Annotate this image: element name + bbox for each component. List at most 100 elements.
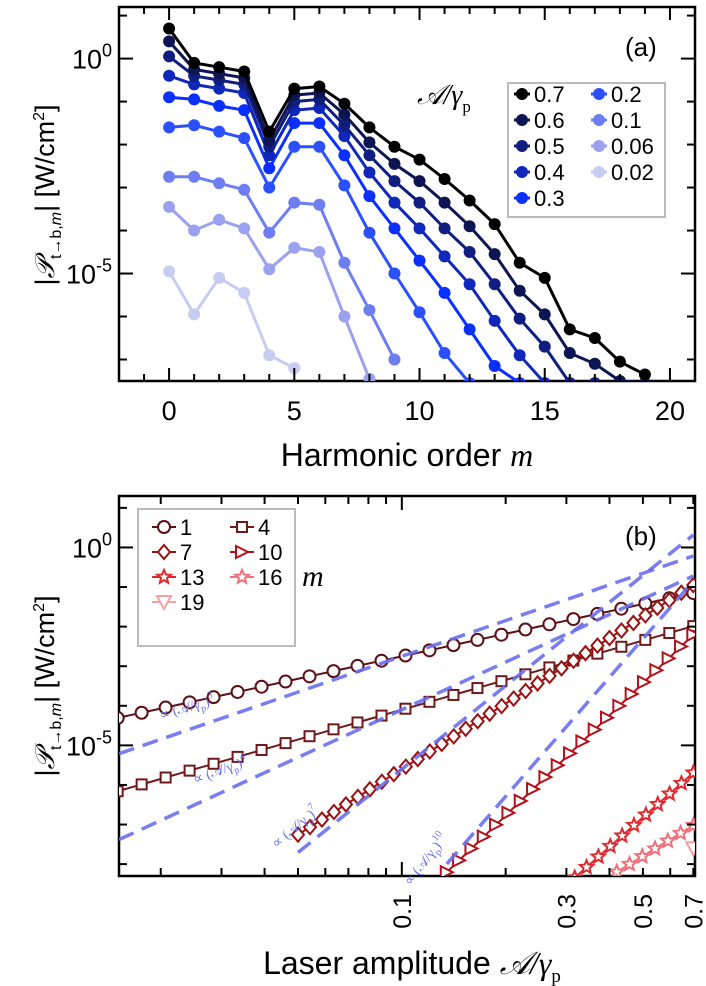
legend-marker bbox=[516, 140, 528, 152]
x-label-a-text: Harmonic order bbox=[281, 437, 510, 473]
data-point bbox=[463, 246, 476, 259]
data-point bbox=[590, 637, 605, 655]
data-point bbox=[488, 278, 501, 291]
legend-item-a: 0.06 bbox=[591, 134, 654, 159]
x-tick-label: 10 bbox=[404, 396, 434, 426]
x-label-b-text: Laser amplitude bbox=[263, 945, 500, 981]
legend-label: 16 bbox=[258, 565, 282, 590]
data-point bbox=[188, 170, 201, 183]
data-point bbox=[413, 306, 426, 319]
data-point bbox=[263, 162, 276, 175]
data-point bbox=[624, 815, 644, 833]
data-point bbox=[182, 695, 197, 710]
legend-item-a: 0.5 bbox=[514, 134, 565, 159]
data-point bbox=[413, 254, 426, 267]
legend-marker bbox=[593, 140, 605, 152]
data-point bbox=[302, 818, 318, 836]
data-point bbox=[613, 355, 626, 368]
data-point bbox=[452, 852, 468, 868]
series-line bbox=[169, 175, 396, 361]
data-point bbox=[438, 222, 451, 235]
data-point bbox=[577, 857, 596, 875]
series-b-10 bbox=[439, 626, 695, 876]
data-point bbox=[637, 674, 653, 690]
series-b-16 bbox=[607, 815, 695, 876]
data-point bbox=[446, 727, 462, 745]
data-point bbox=[188, 93, 201, 106]
data-point bbox=[156, 543, 172, 561]
data-point bbox=[263, 125, 276, 138]
data-point bbox=[607, 862, 626, 876]
y-tick-label: 100 bbox=[72, 41, 112, 75]
data-point bbox=[686, 626, 695, 643]
data-point bbox=[263, 181, 276, 194]
data-point bbox=[513, 284, 526, 297]
series-a-0.02 bbox=[163, 265, 301, 375]
x-tick-label: 15 bbox=[530, 396, 560, 426]
data-point bbox=[288, 140, 301, 153]
series-b-7 bbox=[290, 576, 695, 844]
data-point bbox=[326, 664, 341, 679]
data-point bbox=[495, 675, 508, 688]
x-tick-label: 0.3 bbox=[553, 894, 581, 929]
legend-label: 0.06 bbox=[611, 134, 654, 159]
data-point bbox=[288, 82, 301, 95]
x-tick-label: 0.7 bbox=[680, 894, 706, 929]
data-point bbox=[213, 82, 226, 95]
panel-b-axes: 0.1 0.3 0.5 0.7 100 10-5 bbox=[66, 496, 706, 929]
data-point bbox=[684, 763, 695, 781]
data-point bbox=[230, 684, 245, 699]
legend-marker bbox=[516, 166, 528, 178]
data-point bbox=[672, 773, 691, 792]
series-line bbox=[297, 584, 694, 836]
data-point bbox=[338, 256, 351, 269]
data-point bbox=[231, 750, 244, 763]
data-point bbox=[388, 140, 401, 153]
data-point bbox=[288, 117, 301, 130]
data-point bbox=[684, 841, 695, 858]
legend-marker bbox=[516, 114, 528, 126]
data-point bbox=[526, 781, 542, 797]
data-point bbox=[327, 723, 340, 736]
legend-title-b: m bbox=[302, 560, 324, 593]
data-point bbox=[362, 780, 378, 798]
data-point bbox=[363, 149, 376, 162]
data-point bbox=[470, 632, 485, 647]
data-point bbox=[463, 278, 476, 291]
data-point bbox=[159, 771, 172, 784]
data-point bbox=[134, 705, 149, 720]
data-point bbox=[163, 91, 176, 104]
legend-item-b: 16 bbox=[230, 565, 282, 590]
data-point bbox=[363, 190, 376, 203]
data-point bbox=[235, 544, 251, 560]
data-point bbox=[188, 56, 201, 69]
data-point bbox=[612, 698, 628, 714]
legend-item-a: 0.3 bbox=[514, 186, 565, 211]
x-tick-label: 0.5 bbox=[630, 894, 658, 929]
data-point bbox=[538, 271, 551, 284]
panel-a-frame bbox=[117, 5, 697, 383]
fit-annotation: ∝ (𝒜/γp)10 bbox=[398, 829, 453, 891]
data-point bbox=[351, 716, 364, 729]
panel-a-legend-title: 𝒜/γp bbox=[417, 80, 471, 116]
data-point bbox=[530, 674, 545, 692]
legend-label: 0.4 bbox=[534, 160, 565, 185]
data-point bbox=[578, 644, 593, 662]
data-point bbox=[232, 567, 252, 585]
data-point bbox=[313, 198, 326, 211]
data-point bbox=[566, 612, 581, 627]
data-point bbox=[213, 177, 226, 190]
series-line bbox=[167, 40, 638, 381]
data-point bbox=[255, 743, 268, 756]
data-point bbox=[438, 347, 451, 360]
data-point bbox=[660, 784, 679, 802]
data-point bbox=[614, 621, 629, 640]
data-point bbox=[238, 183, 251, 196]
series-b-13 bbox=[565, 763, 695, 876]
data-point bbox=[213, 125, 226, 138]
data-point bbox=[303, 730, 316, 743]
series-a-0.2 bbox=[163, 119, 476, 381]
data-point bbox=[501, 805, 517, 821]
data-point bbox=[554, 659, 569, 677]
